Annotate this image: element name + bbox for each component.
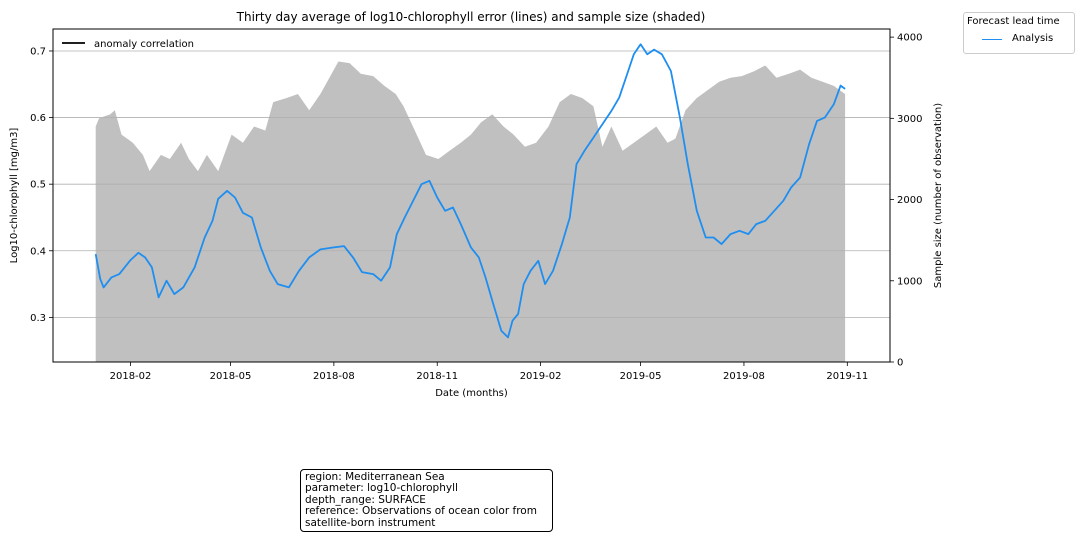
x-tick-label-2019-05: 2019-05: [620, 371, 662, 382]
y2-tick-label-4000: 4000: [897, 33, 922, 44]
info-reference: reference: Observations of ocean color f…: [305, 505, 537, 529]
x-tick-label-2019-02: 2019-02: [520, 371, 562, 382]
y-tick-label-0.5: 0.5: [30, 180, 46, 191]
lead-time-legend: Forecast lead time Analysis: [963, 12, 1075, 54]
info-parameter: parameter: log10-chlorophyll: [305, 482, 458, 495]
x-tick-label-2018-05: 2018-05: [210, 371, 252, 382]
info-region: region: Mediterranean Sea: [305, 471, 445, 483]
x-tick-label-2019-08: 2019-08: [723, 371, 765, 382]
inner-legend-label: anomaly correlation: [94, 39, 194, 50]
inner-legend: anomaly correlation: [62, 39, 194, 50]
x-tick-label-2019-11: 2019-11: [826, 371, 868, 382]
y2-tick-label-1000: 1000: [897, 276, 922, 287]
gridlines: [53, 50, 890, 318]
x-tick-label-2018-08: 2018-08: [313, 371, 355, 382]
sample-size-area-layer: [95, 61, 846, 362]
y2-tick-label-0: 0: [897, 358, 903, 369]
y-axis-label: Log10-chlorophyll [mg/m3]: [9, 128, 20, 264]
info-annotation-box: region: Mediterranean Sea parameter: log…: [300, 469, 553, 533]
y-tick-label-0.7: 0.7: [30, 46, 46, 57]
y-tick-label-0.3: 0.3: [30, 313, 46, 324]
y-tick-label-0.6: 0.6: [30, 113, 46, 124]
lead-time-legend-label: Analysis: [1012, 33, 1054, 44]
chart-title: Thirty day average of log10-chlorophyll …: [236, 10, 706, 24]
lead-time-legend-swatch: [982, 39, 1002, 40]
axis-ticks: 0.3 0.4 0.5 0.6 0.7 0 1000 2000 3000 4000 2018-02 2…: [30, 33, 922, 382]
x-axis-label: Date (months): [435, 388, 508, 399]
sample-size-area: [95, 61, 846, 362]
y-tick-label-0.4: 0.4: [30, 246, 46, 257]
plot-frame: [52, 28, 891, 363]
y2-axis-label: Sample size (number of observation): [933, 103, 944, 288]
analysis-line-layer: [94, 43, 846, 339]
y2-tick-label-2000: 2000: [897, 195, 922, 206]
analysis-line: [94, 43, 846, 339]
info-depth-range: depth_range: SURFACE: [305, 493, 426, 506]
x-tick-label-2018-11: 2018-11: [416, 371, 458, 382]
x-tick-label-2018-02: 2018-02: [110, 371, 152, 382]
y2-tick-label-3000: 3000: [897, 114, 922, 125]
lead-time-legend-title: Forecast lead time: [967, 16, 1060, 27]
